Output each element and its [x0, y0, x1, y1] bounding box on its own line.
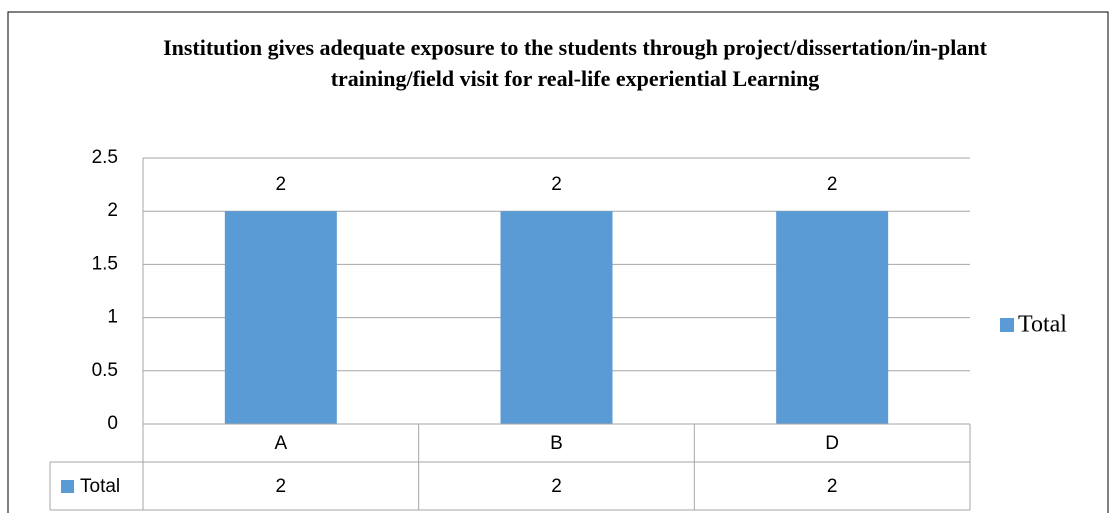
y-tick-label: 1: [107, 307, 118, 328]
x-tick-label: B: [550, 433, 563, 454]
table-value: 2: [276, 476, 287, 497]
chart-title: Institution gives adequate exposure to t…: [163, 35, 987, 91]
y-tick-label: 2.5: [92, 147, 118, 168]
data-label: 2: [276, 174, 287, 195]
bar: [500, 211, 613, 424]
table-legend-key: [61, 480, 74, 493]
bar: [224, 211, 337, 424]
y-tick-label: 0.5: [92, 360, 118, 381]
table-value: 2: [551, 476, 562, 497]
data-label: 2: [827, 174, 838, 195]
y-tick-label: 0: [107, 413, 118, 434]
table-row-header: Total: [80, 476, 120, 497]
legend-key: [1000, 318, 1014, 332]
table-value: 2: [827, 476, 838, 497]
x-tick-label: A: [274, 433, 287, 454]
bar: [776, 211, 889, 424]
chart-border: [7, 11, 1109, 513]
y-tick-label: 2: [107, 200, 118, 221]
legend-label: Total: [1018, 312, 1067, 338]
x-tick-label: D: [825, 433, 839, 454]
data-label: 2: [551, 174, 562, 195]
y-tick-label: 1.5: [92, 253, 118, 274]
